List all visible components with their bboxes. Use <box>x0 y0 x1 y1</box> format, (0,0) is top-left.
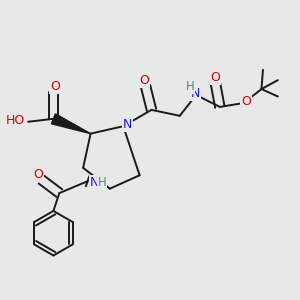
Text: H: H <box>186 80 194 93</box>
Text: N: N <box>191 87 200 100</box>
Text: H: H <box>98 176 106 189</box>
Text: HO: HO <box>6 114 25 127</box>
Polygon shape <box>51 114 91 134</box>
Text: N: N <box>123 118 132 131</box>
Text: O: O <box>34 168 44 181</box>
Text: N: N <box>89 176 99 189</box>
Text: O: O <box>211 71 220 84</box>
Text: O: O <box>139 74 149 87</box>
Text: O: O <box>50 80 60 93</box>
Text: O: O <box>241 95 251 108</box>
